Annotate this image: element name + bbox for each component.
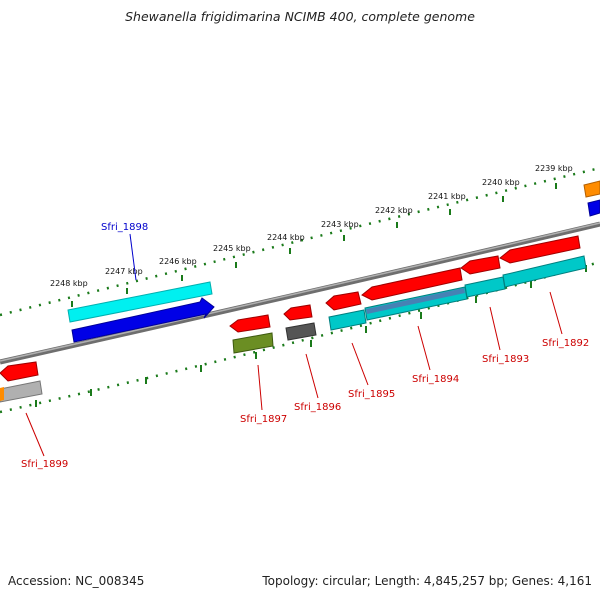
- steel-feature-1894[interactable]: [366, 288, 465, 314]
- scale-label-2242: 2242 kbp: [375, 206, 413, 215]
- gray-feature-1896[interactable]: [285, 322, 317, 341]
- gene-label-sfri-1898[interactable]: Sfri_1898: [101, 222, 148, 233]
- outer-scale-dots: [0, 166, 600, 317]
- cds-arrow-1898[interactable]: [71, 297, 215, 343]
- inner-scale-dots: [0, 260, 600, 414]
- gene-sfri-1896[interactable]: [283, 304, 319, 399]
- gene-sfri-1892[interactable]: [499, 235, 587, 335]
- scale-label-2246: 2246 kbp: [159, 257, 197, 266]
- label-leader-1892: [549, 291, 563, 335]
- scale-label-2241: 2241 kbp: [428, 192, 466, 201]
- label-leader-1897: [257, 364, 263, 411]
- label-leader-1898: [129, 233, 137, 281]
- gene-sfri-1899[interactable]: [0, 361, 45, 457]
- cds-arrow-1897[interactable]: [229, 314, 271, 333]
- map-title: Shewanella frigidimarina NCIMB 400, comp…: [125, 9, 475, 24]
- teal-feature-1892[interactable]: [502, 255, 587, 288]
- gray-feature-1899[interactable]: [0, 380, 43, 403]
- gene-label-sfri-1899[interactable]: Sfri_1899: [21, 459, 68, 470]
- label-leader-1899: [25, 412, 45, 457]
- gene-label-sfri-1897[interactable]: Sfri_1897: [240, 414, 287, 425]
- gene-label-sfri-1893[interactable]: Sfri_1893: [482, 354, 529, 365]
- cds-arrow-1899[interactable]: [0, 361, 39, 382]
- cds-arrow-1896[interactable]: [283, 304, 313, 321]
- gene-label-sfri-1894[interactable]: Sfri_1894: [412, 374, 459, 385]
- scale-labels: 2248 kbp 2247 kbp 2246 kbp 2245 kbp 2244…: [50, 164, 573, 288]
- teal-feature-1893[interactable]: [464, 276, 506, 298]
- olive-feature-1897[interactable]: [232, 332, 274, 354]
- gene-sfri-1897[interactable]: [229, 314, 274, 411]
- orange-feature-right-edge[interactable]: [583, 180, 600, 198]
- scale-label-2248: 2248 kbp: [50, 279, 88, 288]
- label-leader-1894: [417, 325, 431, 371]
- blue-feature-right-edge[interactable]: [587, 199, 600, 217]
- gene-label-sfri-1896[interactable]: Sfri_1896: [294, 402, 341, 413]
- scale-label-2247: 2247 kbp: [105, 267, 143, 276]
- teal-feature-1895[interactable]: [328, 309, 367, 331]
- label-leader-1893: [489, 306, 501, 351]
- cds-arrow-1895[interactable]: [325, 291, 362, 311]
- genome-backbone: [0, 221, 600, 365]
- cds-arrow-1894[interactable]: [361, 267, 463, 301]
- scale-label-2239: 2239 kbp: [535, 164, 573, 173]
- label-leader-1895: [351, 342, 369, 386]
- genome-backbone-highlight: [0, 222, 600, 362]
- orange-feature-left-edge[interactable]: [0, 387, 4, 401]
- cds-arrow-1893[interactable]: [460, 255, 501, 275]
- scale-label-2245: 2245 kbp: [213, 244, 251, 253]
- topology-label: Topology: circular; Length: 4,845,257 bp…: [262, 574, 592, 588]
- gene-sfri-1894[interactable]: [361, 267, 468, 371]
- inner-scale-ticks: [35, 265, 587, 407]
- outer-scale-ticks: [71, 183, 557, 307]
- gene-label-sfri-1895[interactable]: Sfri_1895: [348, 389, 395, 400]
- gene-label-sfri-1892[interactable]: Sfri_1892: [542, 338, 589, 349]
- cyan-feature-1898[interactable]: [67, 281, 213, 323]
- gene-sfri-1895[interactable]: [325, 291, 369, 386]
- accession-label: Accession: NC_008345: [8, 574, 145, 588]
- scale-label-2244: 2244 kbp: [267, 233, 305, 242]
- scale-label-2240: 2240 kbp: [482, 178, 520, 187]
- gene-sfri-1898[interactable]: [67, 233, 215, 343]
- label-leader-1896: [305, 353, 319, 399]
- cds-arrow-1892[interactable]: [499, 235, 581, 264]
- gene-sfri-1893[interactable]: [460, 255, 506, 351]
- scale-label-2243: 2243 kbp: [321, 220, 359, 229]
